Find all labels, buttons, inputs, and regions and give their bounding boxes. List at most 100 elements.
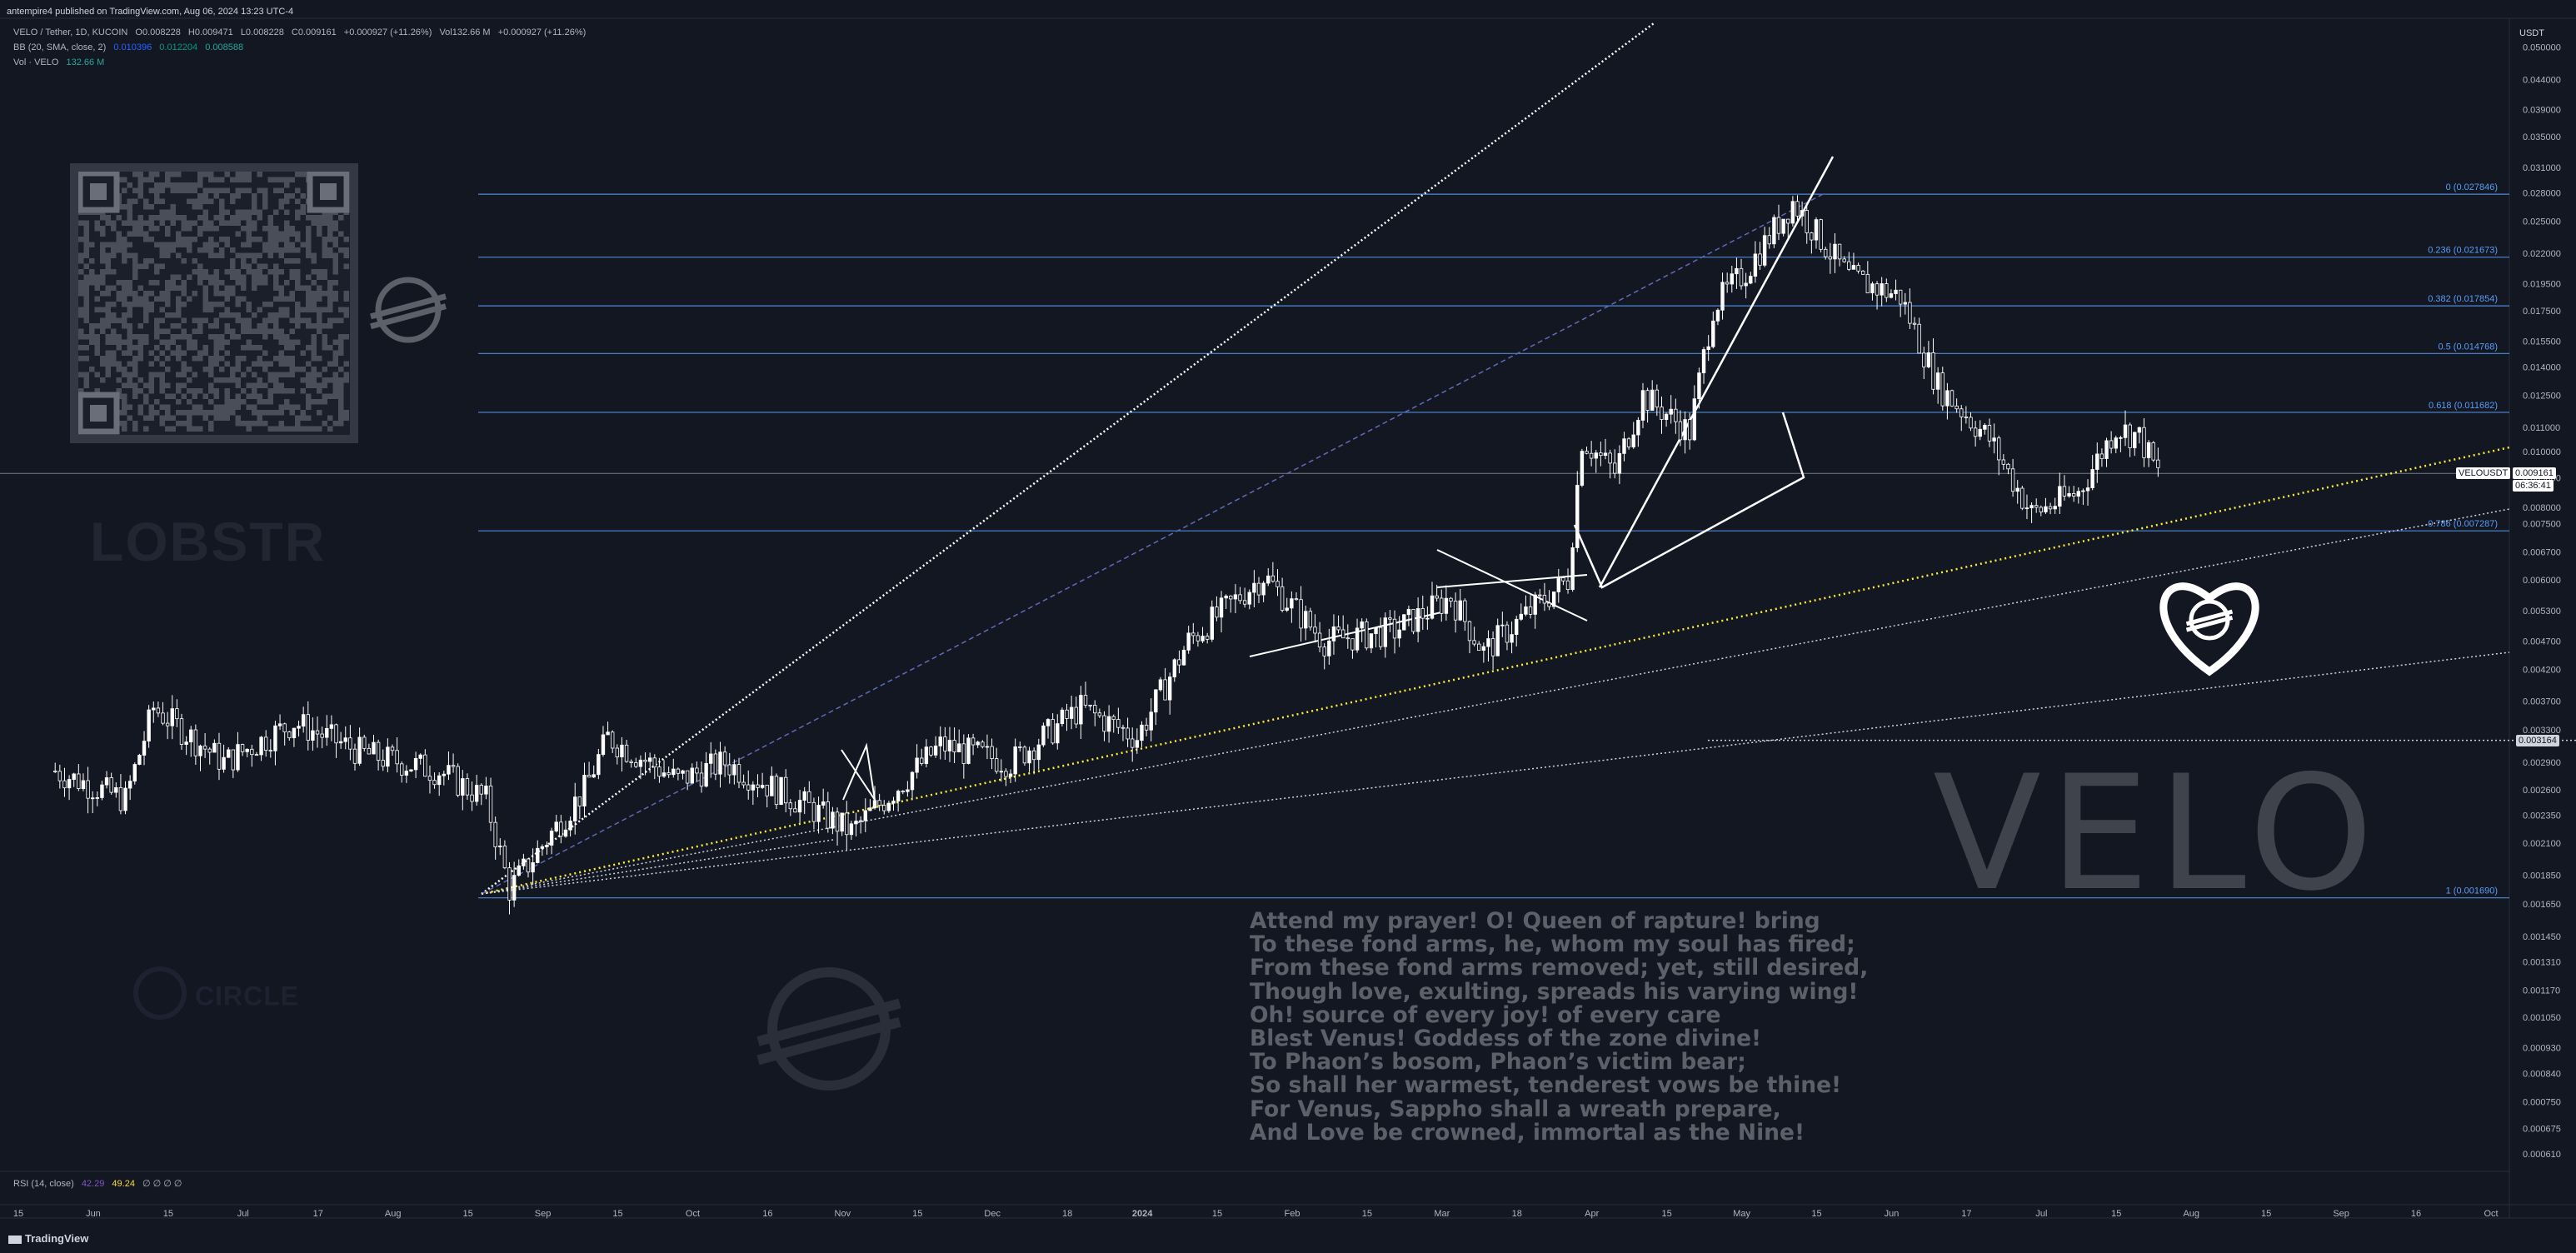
qr-module [213,350,219,356]
qr-module [332,372,338,377]
candle-body [522,858,526,866]
candle-body [1959,408,1964,417]
candle-body [2034,505,2039,508]
qr-module [262,280,268,286]
bb-legend[interactable]: BB (20, SMA, close, 2) 0.010396 0.012204… [13,42,248,52]
candle-body [1715,309,1720,322]
qr-module [343,252,349,258]
qr-module [322,247,327,253]
qr-module [224,312,230,318]
qr-module [332,317,338,323]
qr-module [170,393,176,399]
qr-module [317,285,322,291]
qr-module [306,426,312,432]
candle-body [127,781,132,789]
candle-body [161,712,165,724]
qr-module [322,220,327,226]
currency-label[interactable]: USDT [2519,28,2544,38]
qr-code-image [70,163,358,443]
qr-module [332,242,338,247]
qr-module [332,269,338,275]
tradingview-logo[interactable]: TradingView [8,1232,88,1245]
candle-body [695,767,699,774]
qr-module [219,252,225,258]
symbol-name[interactable]: VELO / Tether, 1D, KUCOIN [13,27,128,37]
qr-module [246,302,252,307]
qr-module [311,302,317,307]
qr-module [267,388,273,394]
qr-module [148,237,154,242]
poem-line: Attend my prayer! O! Queen of rapture! b… [1250,908,1820,934]
qr-module [230,328,236,334]
qr-module [208,172,214,177]
qr-module [94,323,100,329]
qr-module [306,296,312,302]
qr-module [278,356,284,362]
qr-module [252,372,257,377]
candle-body [526,858,531,873]
candle-body [1528,606,1533,615]
rsi-legend[interactable]: RSI (14, close) 42.29 49.24 ∅ ∅ ∅ ∅ [13,1178,187,1189]
qr-module [257,252,262,258]
candle-body [910,771,915,791]
qr-module [332,220,338,226]
bb-name[interactable]: BB (20, SMA, close, 2) [13,42,107,52]
qr-module [230,367,236,372]
vol-name[interactable]: Vol · VELO [13,57,59,67]
qr-module [148,361,154,367]
qr-module [132,258,138,264]
qr-module [105,312,111,318]
qr-module [332,350,338,356]
qr-module [273,280,279,286]
qr-module [176,334,182,340]
qr-module [116,377,122,383]
qr-module [219,247,225,253]
qr-module [273,377,279,383]
candle-body [1313,626,1317,634]
qr-module [332,226,338,232]
qr-module [235,215,241,221]
qr-module [224,377,230,383]
qr-module [311,367,317,372]
candle-body [189,729,193,743]
level-tag[interactable]: 0.003164 [2516,734,2559,746]
candle-body [1102,715,1106,732]
qr-module [322,421,327,427]
candle-body [1730,273,1734,285]
candle-body [2119,437,2123,439]
qr-module [343,372,349,377]
qr-module [122,372,127,377]
qr-module [159,307,165,312]
rsi-name[interactable]: RSI (14, close) [13,1179,74,1189]
qr-module [306,242,312,247]
candle-body [929,746,933,756]
qr-module [213,361,219,367]
qr-module [202,220,208,226]
stellar-logo-icon [2185,599,2234,641]
price-tick-label: 0.006700 [2523,548,2561,558]
candle-body [549,831,554,846]
qr-module [219,339,225,345]
qr-module [273,269,279,275]
volume-legend[interactable]: Vol · VELO 132.66 M [13,57,109,67]
candle-body [109,777,113,793]
candle-body [1660,407,1664,420]
qr-module [262,187,268,193]
qr-module [116,215,122,221]
qr-module [241,187,247,193]
qr-module [257,269,262,275]
qr-module [83,334,89,340]
qr-module [219,415,225,421]
qr-module [89,258,95,264]
qr-module [284,220,290,226]
qr-module [208,367,214,372]
symbol-legend[interactable]: VELO / Tether, 1D, KUCOIN O0.008228 H0.0… [13,27,591,37]
candle-body [1252,582,1256,593]
qr-module [181,302,187,307]
candle-body [647,757,652,762]
qr-module [322,237,327,242]
qr-module [273,356,279,362]
qr-module [273,226,279,232]
qr-module [219,280,225,286]
